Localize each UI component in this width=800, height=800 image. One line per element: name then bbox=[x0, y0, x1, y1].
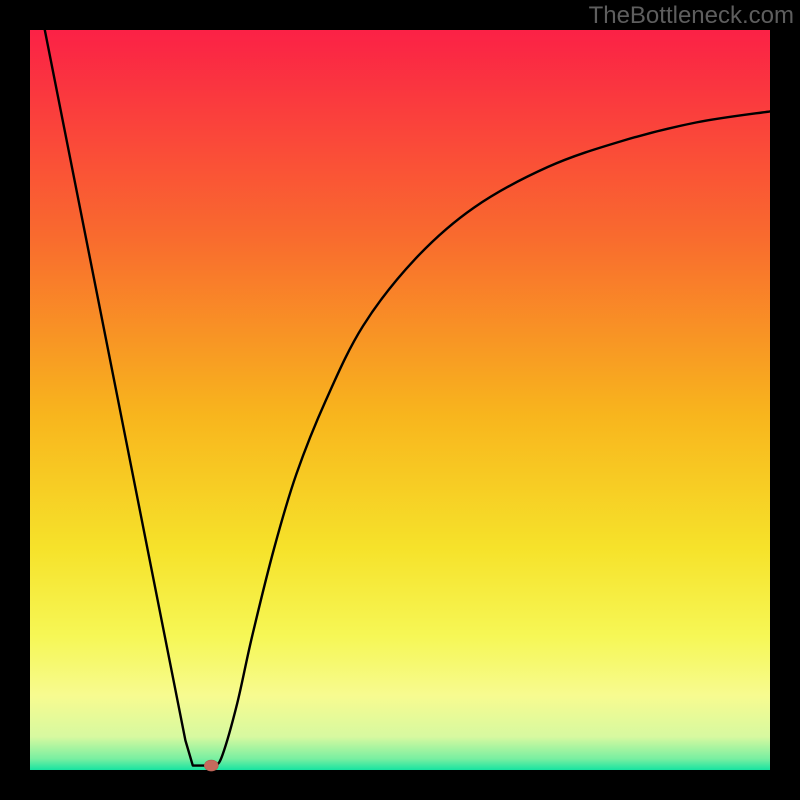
chart-svg bbox=[0, 0, 800, 800]
bottleneck-chart: TheBottleneck.com bbox=[0, 0, 800, 800]
watermark-text: TheBottleneck.com bbox=[589, 2, 794, 30]
